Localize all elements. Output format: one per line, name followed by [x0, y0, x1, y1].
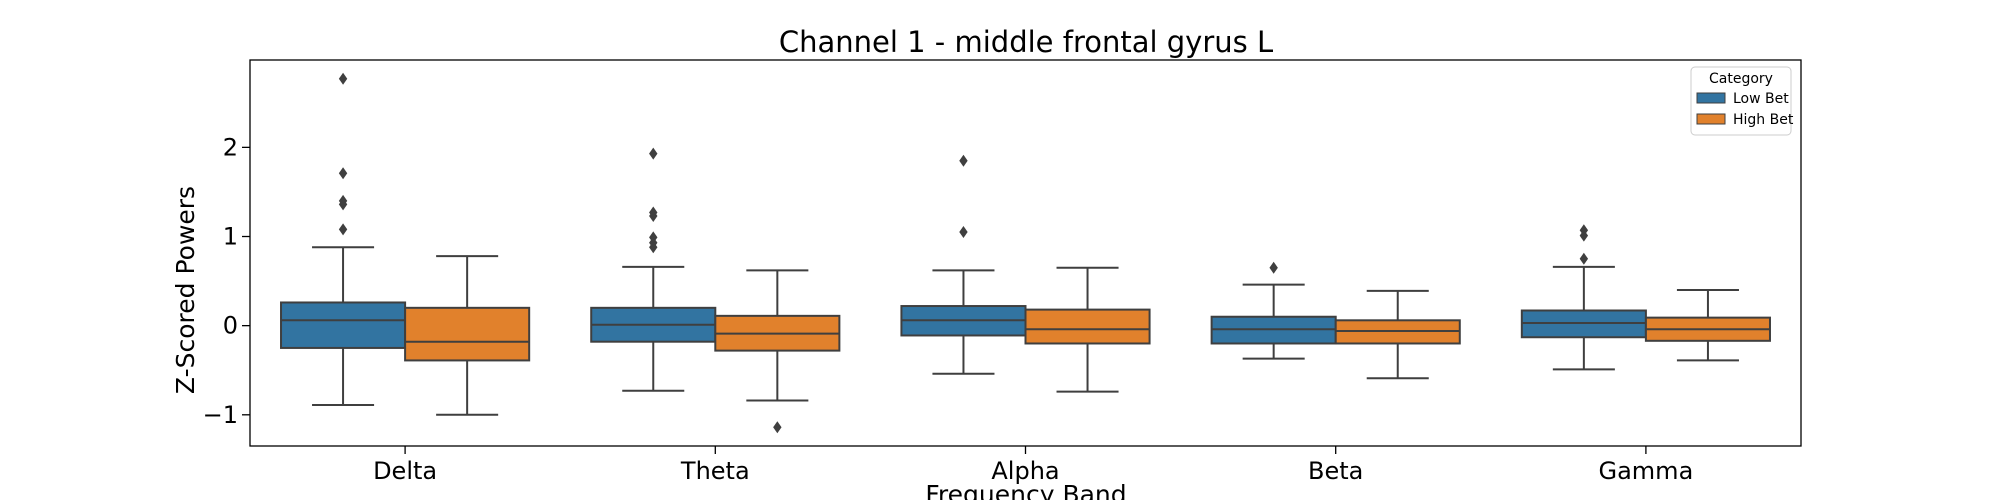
axes: −1 0 1 2 Delta Theta Alpha Beta Gamma: [203, 133, 1694, 485]
legend-label-low-bet: Low Bet: [1733, 91, 1789, 107]
box-low-bet-delta: [280, 301, 407, 349]
x-tick-label: Beta: [1308, 457, 1363, 485]
outlier-low-bet-delta-2: [338, 194, 348, 207]
x-tick-label: Alpha: [991, 457, 1059, 485]
x-tick-label: Gamma: [1599, 457, 1694, 485]
outlier-low-bet-alpha-0: [959, 226, 968, 239]
outlier-low-bet-gamma-0: [1579, 252, 1589, 265]
plot-area: [280, 72, 1771, 434]
legend-swatch-high-bet: [1696, 113, 1726, 125]
chart-title: Channel 1 - middle frontal gyrus L: [779, 25, 1273, 59]
outlier-low-bet-alpha-1: [959, 154, 968, 167]
outlier-low-bet-gamma-2: [1579, 224, 1589, 237]
outlier-low-bet-delta-3: [338, 167, 348, 180]
x-tick-label: Delta: [373, 457, 437, 485]
outlier-low-bet-theta-2: [649, 231, 658, 244]
x-axis-label: Frequency Band: [925, 480, 1126, 500]
x-tick-label: Theta: [680, 457, 750, 485]
legend: Category Low Bet High Bet: [1690, 66, 1794, 136]
legend-title: Category: [1709, 71, 1773, 87]
outlier-low-bet-theta-4: [649, 206, 658, 219]
outlier-low-bet-delta-0: [338, 223, 348, 236]
y-tick-label: 1: [223, 223, 238, 251]
y-axis-label: Z-Scored Powers: [171, 186, 200, 394]
outlier-low-bet-beta-0: [1269, 261, 1278, 274]
legend-label-high-bet: High Bet: [1733, 112, 1794, 128]
outlier-low-bet-theta-5: [649, 147, 658, 160]
box-high-bet-delta: [404, 306, 531, 362]
y-tick-label: −1: [203, 401, 238, 429]
outlier-low-bet-delta-4: [338, 72, 348, 85]
box-high-bet-alpha: [1024, 308, 1151, 345]
axes-frame: [249, 59, 1802, 447]
outlier-high-bet-theta-0: [773, 421, 782, 434]
y-tick-label: 2: [223, 133, 238, 161]
y-tick-label: 0: [223, 312, 238, 340]
legend-swatch-low-bet: [1696, 92, 1726, 104]
